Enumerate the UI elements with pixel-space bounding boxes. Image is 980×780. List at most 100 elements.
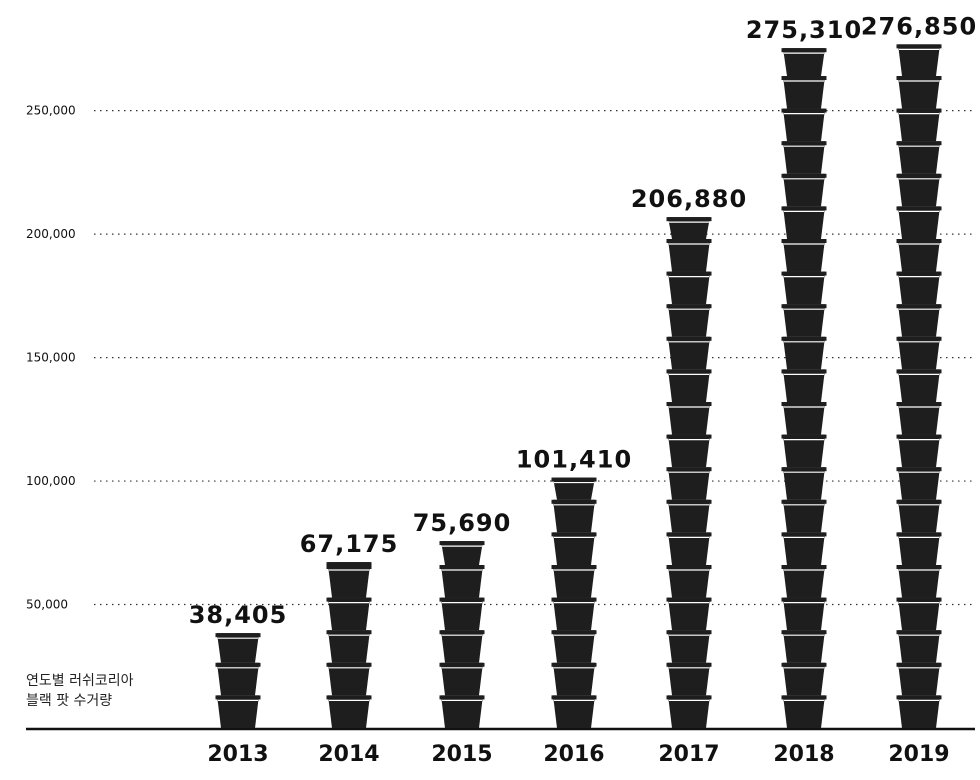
- x-tick-label: 2013: [207, 742, 268, 767]
- x-tick-label: 2015: [431, 742, 492, 767]
- pot-rim: [781, 173, 827, 178]
- pot-rim: [439, 597, 485, 602]
- bar: [896, 44, 942, 728]
- pot-rim: [781, 597, 827, 602]
- pot-rim: [666, 499, 712, 504]
- pot-segment: [328, 597, 370, 631]
- pot-segment: [898, 304, 940, 337]
- pot-segment: [668, 304, 710, 337]
- pot-segment: [217, 662, 259, 696]
- pot-segment: [898, 499, 940, 533]
- x-tick-label: 2014: [318, 742, 379, 767]
- pot-segment: [783, 173, 825, 207]
- pot-segment: [783, 402, 825, 435]
- pot-rim: [551, 662, 597, 667]
- pot-rim: [896, 434, 942, 439]
- pot-segment: [898, 402, 940, 435]
- pot-segment: [553, 597, 595, 631]
- pot-segment: [668, 532, 710, 565]
- pot-rim: [666, 271, 712, 276]
- pot-rim: [551, 499, 597, 504]
- pot-segment: [898, 239, 940, 272]
- pot-rim: [781, 499, 827, 504]
- pot-segment: [668, 402, 710, 435]
- pot-rim: [781, 402, 827, 406]
- pot-segment: [441, 662, 483, 696]
- pot-rim: [781, 565, 827, 569]
- pot-segment: [898, 44, 940, 76]
- pot-rim: [781, 532, 827, 537]
- pot-segment: [783, 695, 825, 728]
- pot-segment: [783, 271, 825, 305]
- pot-rim: [781, 662, 827, 667]
- y-tick-label: 50,000: [26, 598, 68, 612]
- pot-segment: [553, 499, 595, 533]
- pot-rim: [896, 239, 942, 243]
- annotation-line-1: 연도별 러쉬코리아: [26, 673, 134, 689]
- pot-segment: [668, 597, 710, 631]
- pot-rim: [896, 402, 942, 406]
- pot-rim: [896, 467, 942, 472]
- pot-segment: [668, 369, 710, 402]
- pot-rim: [439, 662, 485, 667]
- pot-rim: [781, 304, 827, 309]
- pot-rim: [666, 304, 712, 309]
- pot-rim: [781, 467, 827, 472]
- pot-rim: [326, 565, 372, 569]
- pot-rim: [666, 467, 712, 472]
- pot-segment: [328, 565, 370, 598]
- pot-segment: [783, 48, 825, 76]
- pot-rim: [896, 597, 942, 602]
- data-label: 75,690: [413, 509, 512, 537]
- pot-rim: [666, 239, 712, 243]
- chart-annotation: 연도별 러쉬코리아 블랙 팟 수거량: [26, 671, 134, 711]
- pot-rim: [551, 532, 597, 537]
- pot-rim: [326, 562, 372, 565]
- pot-segment: [783, 597, 825, 631]
- pot-segment: [441, 695, 483, 728]
- pot-segment: [898, 76, 940, 109]
- pot-rim: [666, 630, 712, 635]
- y-tick-label: 250,000: [26, 104, 76, 118]
- pot-rim: [666, 597, 712, 602]
- pot-segment: [668, 467, 710, 500]
- pot-segment: [783, 467, 825, 500]
- data-label: 275,310: [746, 16, 862, 44]
- pot-segment: [668, 271, 710, 305]
- bar: [781, 48, 827, 728]
- pot-rim: [326, 630, 372, 635]
- pot-segment: [668, 662, 710, 696]
- pot-rim: [896, 141, 942, 146]
- pot-segment: [217, 633, 259, 663]
- pot-segment: [898, 597, 940, 631]
- pot-segment: [783, 369, 825, 402]
- pot-segment: [668, 434, 710, 468]
- pot-segment: [783, 662, 825, 696]
- pot-rim: [781, 206, 827, 211]
- pot-segment: [783, 108, 825, 142]
- x-tick-label: 2018: [773, 742, 834, 767]
- pot-segment: [668, 336, 710, 370]
- pot-rim: [666, 369, 712, 374]
- pot-rim: [215, 633, 261, 638]
- pot-segment: [553, 662, 595, 696]
- pot-rim: [896, 76, 942, 80]
- pot-segment: [328, 662, 370, 696]
- pot-segment: [783, 76, 825, 109]
- pot-rim: [896, 499, 942, 504]
- pot-segment: [898, 467, 940, 500]
- y-tick-label: 150,000: [26, 351, 76, 365]
- data-label: 206,880: [631, 185, 747, 213]
- pot-rim: [896, 565, 942, 569]
- pot-rim: [666, 532, 712, 537]
- pot-rim: [551, 695, 597, 700]
- pot-rim: [896, 662, 942, 667]
- pot-rim: [781, 271, 827, 276]
- pot-segment: [898, 336, 940, 370]
- pot-rim: [551, 597, 597, 602]
- pot-rim: [896, 304, 942, 309]
- pot-segment: [898, 662, 940, 696]
- pot-segment: [898, 695, 940, 728]
- pot-segment: [783, 304, 825, 337]
- y-tick-label: 200,000: [26, 227, 76, 241]
